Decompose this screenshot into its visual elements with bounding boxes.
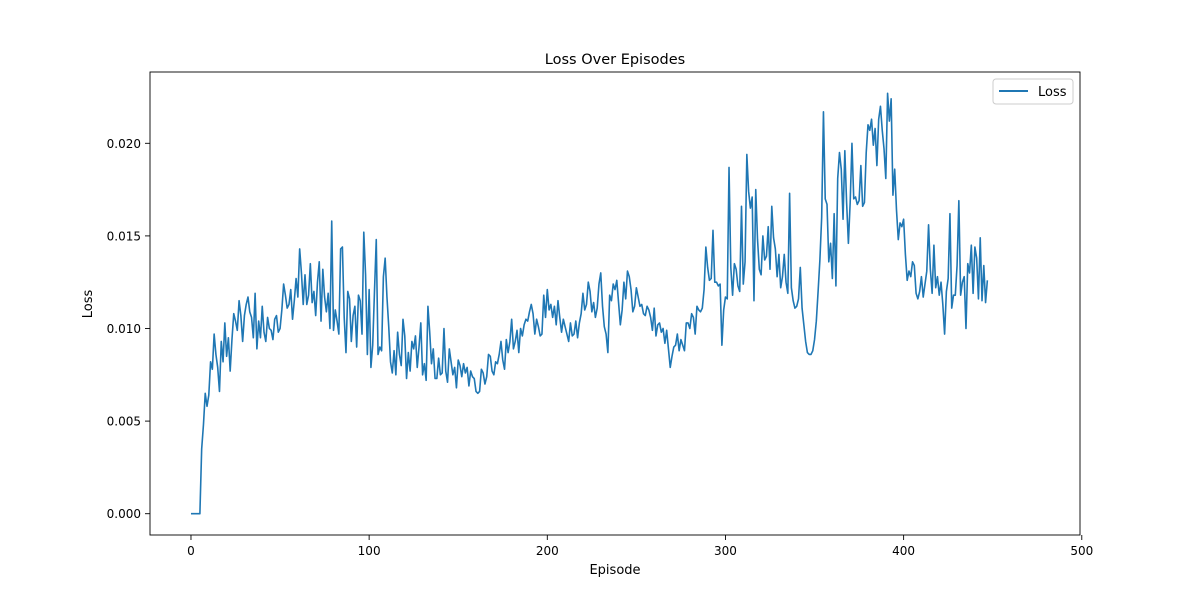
x-tick-label: 200 xyxy=(536,544,559,558)
y-tick-label: 0.015 xyxy=(107,229,141,243)
y-tick-label: 0.020 xyxy=(107,137,141,151)
series-layer xyxy=(190,92,989,515)
y-tick-label: 0.005 xyxy=(107,415,141,429)
y-tick-label: 0.010 xyxy=(107,322,141,336)
series-line-loss xyxy=(190,92,989,515)
legend-label-loss: Loss xyxy=(1038,85,1067,100)
legend: Loss xyxy=(992,78,1074,105)
y-tick-label: 0.000 xyxy=(107,507,141,521)
x-axis-ticks: 0 100 200 300 400 500 xyxy=(187,535,1093,558)
x-tick-label: 0 xyxy=(187,544,195,558)
x-tick-label: 100 xyxy=(358,544,381,558)
chart-title: Loss Over Episodes xyxy=(545,52,685,68)
y-axis-label: Loss xyxy=(81,290,96,319)
legend-box xyxy=(992,78,1074,105)
x-tick-label: 500 xyxy=(1070,544,1093,558)
x-tick-label: 400 xyxy=(892,544,915,558)
x-tick-label: 300 xyxy=(714,544,737,558)
y-axis-ticks: 0.000 0.005 0.010 0.015 0.020 xyxy=(107,137,150,521)
plot-area-frame xyxy=(149,71,1081,536)
x-axis-label: Episode xyxy=(589,563,640,578)
